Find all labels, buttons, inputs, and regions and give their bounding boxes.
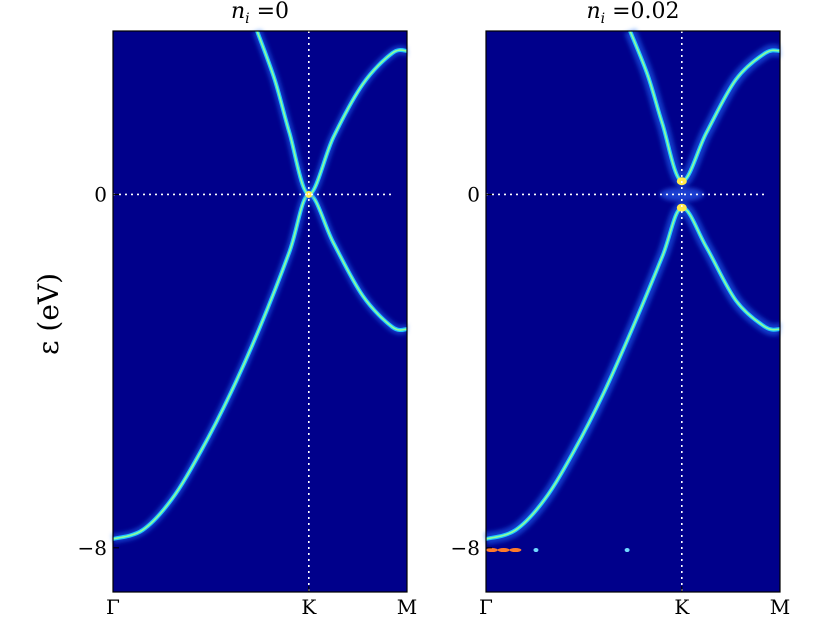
panel-2-background — [486, 31, 780, 592]
y-tick-label: 0 — [467, 182, 480, 206]
panel-1-frame — [112, 30, 408, 593]
panel-1: ni =0 Γ K M 0 −8 — [78, 0, 418, 619]
y-tick-label: −8 — [78, 536, 107, 560]
y-tick-label: 0 — [94, 182, 107, 206]
impurity-point — [624, 548, 630, 553]
x-tick-label: K — [301, 595, 317, 619]
gap-edge-lower — [676, 203, 687, 212]
band-lower-core — [112, 193, 408, 540]
y-tick-label: −8 — [451, 536, 480, 560]
x-tick-label: Γ — [479, 595, 493, 619]
panel-1-band-layer — [111, 29, 408, 544]
x-tick-label: K — [674, 595, 690, 619]
panel-2-frame — [485, 30, 781, 593]
panel-2-yticks: 0 −8 — [451, 182, 492, 560]
band-upper-core — [629, 30, 781, 182]
band-lower-core — [485, 206, 781, 540]
panel-2: ni =0.02 Γ K M 0 −8 — [451, 0, 791, 619]
panel-2-guides — [486, 31, 766, 592]
panel-1-guides — [113, 31, 393, 592]
impurity-point — [509, 548, 522, 553]
band-upper-core — [256, 30, 408, 196]
impurity-point — [497, 548, 510, 553]
panel-1-background — [113, 31, 407, 592]
impurity-point — [533, 548, 539, 553]
panel-1-title: ni =0 — [231, 0, 289, 27]
y-axis-label: ε (eV) — [32, 273, 65, 355]
impurity-point — [485, 548, 498, 553]
panel-2-title: ni =0.02 — [586, 0, 679, 27]
x-tick-label: Γ — [106, 595, 120, 619]
panel-1-yticks: 0 −8 — [78, 182, 119, 560]
x-tick-label: M — [770, 595, 790, 619]
x-tick-label: M — [397, 595, 417, 619]
